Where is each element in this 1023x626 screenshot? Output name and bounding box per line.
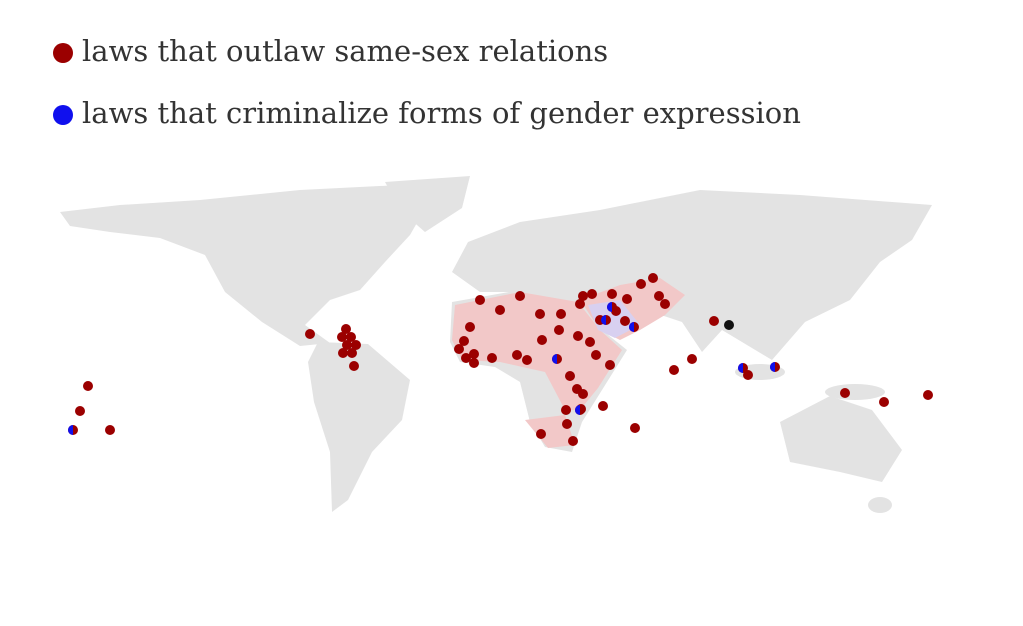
country-dot [587, 289, 597, 299]
country-dot [469, 358, 479, 368]
country-dot [535, 309, 545, 319]
country-dot [630, 423, 640, 433]
gender-dot-half [575, 405, 580, 415]
country-dot [709, 316, 719, 326]
north-america [60, 185, 430, 346]
country-dot [591, 350, 601, 360]
country-dot [660, 299, 670, 309]
country-dot [469, 349, 479, 359]
arabia-highlight [588, 300, 640, 338]
country-dot [562, 419, 572, 429]
country-dot [487, 353, 497, 363]
country-dot [636, 279, 646, 289]
country-dot [840, 388, 850, 398]
country-dot [454, 344, 464, 354]
country-dot [459, 336, 469, 346]
country-dot [522, 355, 532, 365]
islands [825, 384, 885, 400]
country-markers [68, 273, 933, 446]
country-dot [585, 337, 595, 347]
country-dot [573, 331, 583, 341]
country-dot [351, 340, 361, 350]
country-dot [648, 273, 658, 283]
country-dot [724, 320, 734, 330]
country-dot [75, 406, 85, 416]
country-dot [495, 305, 505, 315]
country-dot [515, 291, 525, 301]
country-dot [669, 365, 679, 375]
country-dot [305, 329, 315, 339]
gender-dot-half [770, 362, 775, 372]
country-dot [620, 316, 630, 326]
country-dot [83, 381, 93, 391]
australia [780, 396, 902, 482]
country-dot [512, 350, 522, 360]
country-dot [578, 291, 588, 301]
country-dot [568, 436, 578, 446]
greenland [385, 176, 470, 232]
country-dot [536, 429, 546, 439]
legend-label: laws that outlaw same-sex relations [82, 34, 608, 68]
legend: laws that outlaw same-sex relations laws … [53, 34, 801, 130]
country-dot [561, 405, 571, 415]
gender-dot-half [68, 425, 73, 435]
country-dot [342, 340, 352, 350]
country-dot [687, 354, 697, 364]
country-dot [346, 332, 356, 342]
country-dot [475, 295, 485, 305]
country-dot [575, 299, 585, 309]
country-dot [743, 370, 753, 380]
country-dot [554, 325, 564, 335]
country-dot [337, 332, 347, 342]
gender-dot-half [607, 302, 612, 312]
gender-dot-half [629, 322, 634, 332]
gender-dot-half [601, 315, 606, 325]
south-america [308, 342, 410, 512]
africa-highlight [452, 292, 622, 410]
legend-label: laws that criminalize forms of gender ex… [82, 96, 801, 130]
country-dot [105, 425, 115, 435]
legend-swatch [53, 43, 73, 63]
country-dot [338, 348, 348, 358]
country-dot [556, 309, 566, 319]
country-dot [565, 371, 575, 381]
country-dot [654, 291, 664, 301]
country-dot [923, 390, 933, 400]
world-map [60, 176, 932, 513]
country-dot [349, 361, 359, 371]
country-dot [598, 401, 608, 411]
country-dot [622, 294, 632, 304]
country-dot [465, 322, 475, 332]
country-dot [461, 353, 471, 363]
islands [868, 497, 892, 513]
country-dot [605, 360, 615, 370]
country-dot [341, 324, 351, 334]
gender-dot-half [738, 363, 743, 373]
country-dot [879, 397, 889, 407]
country-dot [607, 289, 617, 299]
country-dot [578, 389, 588, 399]
country-dot [537, 335, 547, 345]
gender-dot-half [552, 354, 557, 364]
eurasia [452, 190, 932, 360]
legend-swatch [53, 105, 73, 125]
country-dot [347, 348, 357, 358]
